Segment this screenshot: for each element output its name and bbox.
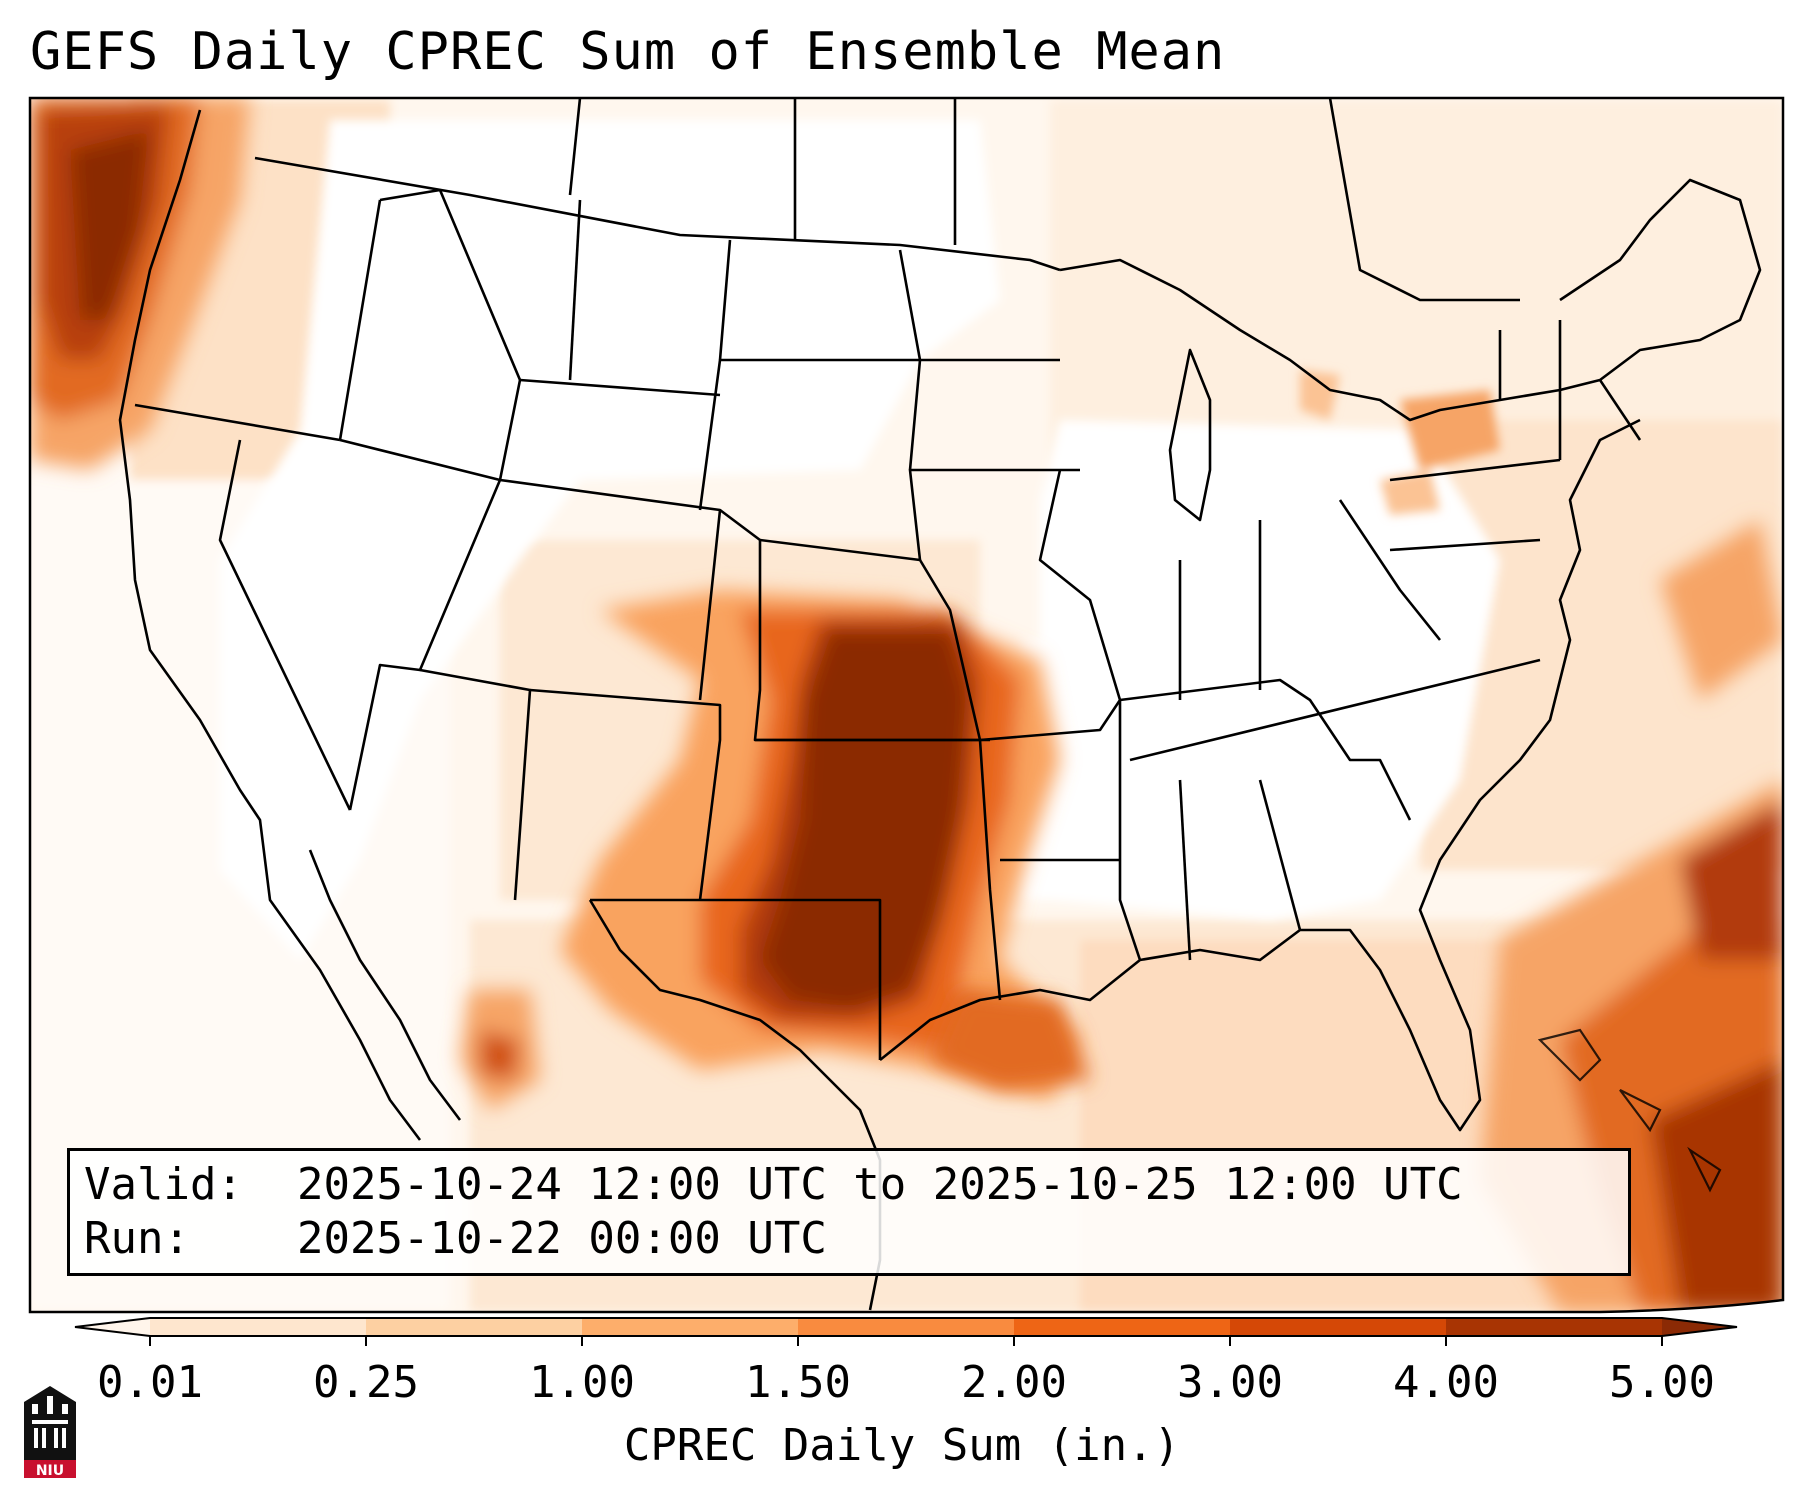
- caribbean-outlines: [1537, 1028, 1722, 1193]
- colorbar-tick-label: 2.00: [961, 1357, 1067, 1408]
- colorbar-segment: [1014, 1318, 1231, 1336]
- colorbar-segment: [150, 1318, 367, 1336]
- colorbar-segment: [1230, 1318, 1447, 1336]
- colorbar-tick-label: 0.25: [313, 1357, 419, 1408]
- colorbar-extend-low: [75, 1318, 150, 1336]
- colorbar-tick-label: 5.00: [1609, 1357, 1715, 1408]
- colorbar-segment: [798, 1318, 1015, 1336]
- run-row: Run: 2025-10-22 00:00 UTC: [84, 1213, 827, 1264]
- colorbar-tick-label: 1.00: [529, 1357, 635, 1408]
- logo-text: NIU: [36, 1463, 64, 1479]
- colorbar-tick-label: 3.00: [1177, 1357, 1283, 1408]
- university-building-logo: NIU: [24, 1386, 76, 1479]
- colorbar-tick-label: 0.01: [97, 1357, 203, 1408]
- colorbar-segment: [582, 1318, 799, 1336]
- state-boundaries: [118, 98, 1762, 1311]
- valid-label: Valid:: [84, 1159, 243, 1210]
- southern-plains-precip: [560, 590, 1080, 1100]
- gulf-precip: [460, 990, 1090, 1110]
- colorbar: [74, 1317, 1738, 1346]
- pacific-northwest-precip: [30, 98, 250, 470]
- colorbar-extend-high: [1662, 1318, 1737, 1336]
- valid-row: Valid: 2025-10-24 12:00 UTC to 2025-10-25…: [84, 1159, 1463, 1210]
- map-frame: [28, 96, 1785, 1314]
- colorbar-label: CPREC Daily Sum (in.): [623, 1420, 1181, 1471]
- colorbar-tick-label: 4.00: [1393, 1357, 1499, 1408]
- valid-value: 2025-10-24 12:00 UTC to 2025-10-25 12:00…: [297, 1159, 1463, 1210]
- run-label: Run:: [84, 1213, 190, 1264]
- atlantic-precip: [1480, 520, 1783, 1312]
- colorbar-segment: [1446, 1318, 1663, 1336]
- valid-time-box: Valid: 2025-10-24 12:00 UTC to 2025-10-25…: [67, 1148, 1631, 1276]
- great-lakes-precip: [1300, 370, 1500, 515]
- run-value: 2025-10-22 00:00 UTC: [297, 1213, 827, 1264]
- map-title: GEFS Daily CPREC Sum of Ensemble Mean: [30, 22, 1226, 82]
- colorbar-tick-label: 1.50: [745, 1357, 851, 1408]
- colorbar-segment: [366, 1318, 583, 1336]
